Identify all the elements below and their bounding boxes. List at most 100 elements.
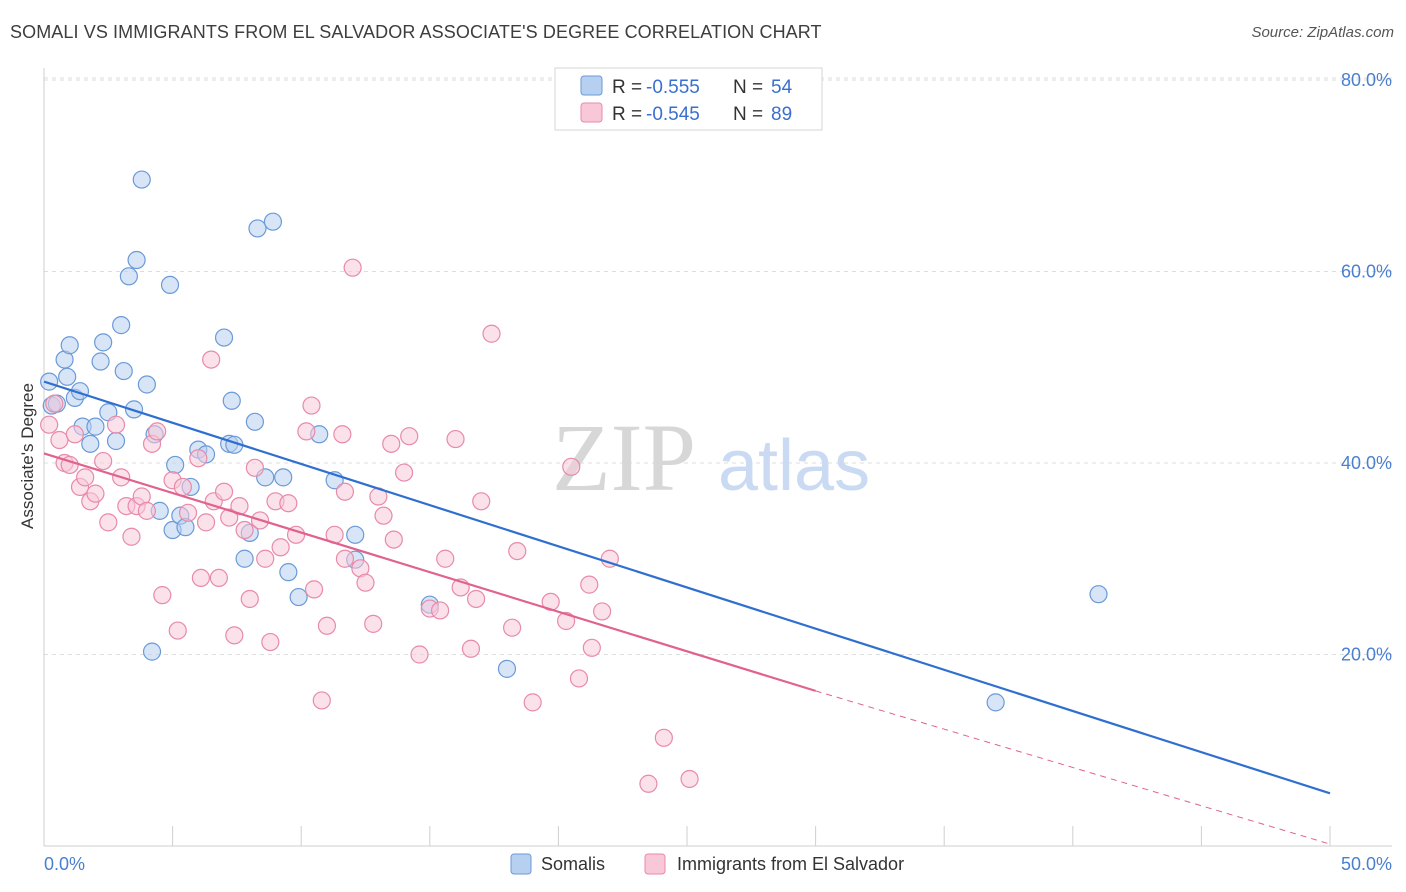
point-el-salvador bbox=[94, 451, 113, 471]
point-el-salvador bbox=[582, 638, 601, 657]
point-somalis bbox=[91, 352, 110, 371]
point-el-salvador bbox=[654, 728, 673, 747]
point-somalis bbox=[114, 361, 133, 381]
point-el-salvador bbox=[261, 632, 280, 652]
watermark-atlas: atlas bbox=[718, 426, 870, 506]
top-legend: R = -0.555 N = 54 R = -0.545 N = 89 bbox=[554, 67, 823, 131]
y-tick-label: 40.0% bbox=[1341, 453, 1392, 473]
point-somalis bbox=[60, 336, 79, 355]
trend-line-el-salvador bbox=[43, 452, 816, 692]
point-somalis bbox=[142, 642, 162, 661]
point-el-salvador bbox=[335, 482, 355, 501]
point-el-salvador bbox=[209, 568, 228, 588]
point-el-salvador bbox=[569, 669, 589, 688]
point-somalis bbox=[86, 417, 105, 436]
point-el-salvador bbox=[472, 492, 491, 511]
legend-r-label-2: R = bbox=[612, 104, 642, 125]
y-axis-tick-labels: 20.0% 40.0% 60.0% 80.0% bbox=[1341, 70, 1392, 665]
point-somalis bbox=[166, 455, 185, 475]
point-somalis bbox=[40, 372, 59, 391]
point-el-salvador bbox=[523, 693, 542, 712]
point-el-salvador bbox=[178, 503, 198, 522]
y-tick-label: 60.0% bbox=[1341, 262, 1392, 282]
y-tick-label: 20.0% bbox=[1341, 645, 1392, 665]
point-el-salvador bbox=[40, 415, 59, 434]
point-somalis bbox=[160, 275, 180, 295]
point-el-salvador bbox=[639, 774, 658, 793]
watermark-zip: ZIP bbox=[552, 404, 696, 511]
point-el-salvador bbox=[317, 616, 337, 635]
point-el-salvador bbox=[106, 415, 126, 434]
point-el-salvador bbox=[122, 527, 141, 546]
y-axis-label: Associate's Degree bbox=[18, 383, 37, 529]
bottom-legend-swatch-somalis bbox=[510, 853, 532, 875]
legend-r-value-1: -0.555 bbox=[646, 77, 700, 98]
point-el-salvador bbox=[86, 484, 105, 503]
point-somalis bbox=[119, 267, 138, 286]
point-el-salvador bbox=[297, 422, 316, 441]
legend-swatch-somalis bbox=[580, 75, 603, 96]
axes bbox=[43, 68, 1392, 847]
point-somalis bbox=[222, 391, 241, 410]
point-el-salvador bbox=[279, 494, 298, 513]
point-el-salvador bbox=[446, 429, 465, 449]
point-el-salvador bbox=[593, 602, 612, 621]
point-el-salvador bbox=[436, 549, 455, 568]
point-el-salvador bbox=[76, 468, 95, 487]
point-el-salvador bbox=[99, 513, 118, 532]
x-axis-tick-labels: 0.0% 50.0% bbox=[44, 854, 1392, 874]
grid-lines bbox=[44, 77, 1392, 655]
trend-line-somalis bbox=[43, 380, 1331, 795]
point-somalis bbox=[279, 563, 298, 582]
point-el-salvador bbox=[235, 520, 254, 540]
point-el-salvador bbox=[271, 538, 290, 557]
legend-swatch-el-salvador bbox=[580, 102, 603, 123]
watermark: ZIP atlas bbox=[552, 404, 870, 511]
point-somalis bbox=[132, 170, 151, 189]
point-el-salvador bbox=[335, 549, 355, 568]
point-el-salvador bbox=[333, 425, 352, 444]
trend-line-el-salvador-extension bbox=[815, 690, 1331, 845]
chart-title: SOMALI VS IMMIGRANTS FROM EL SALVADOR AS… bbox=[10, 22, 822, 42]
point-el-salvador bbox=[245, 458, 265, 477]
point-somalis bbox=[248, 219, 267, 238]
point-el-salvador bbox=[503, 618, 522, 637]
point-el-salvador bbox=[240, 589, 259, 609]
point-somalis bbox=[214, 328, 234, 347]
point-somalis bbox=[245, 412, 265, 431]
point-somalis bbox=[106, 431, 126, 451]
point-el-salvador bbox=[256, 549, 275, 568]
point-el-salvador bbox=[202, 350, 221, 369]
point-el-salvador bbox=[196, 513, 216, 532]
point-el-salvador bbox=[343, 258, 362, 277]
point-el-salvador bbox=[191, 568, 210, 588]
bottom-legend-somalis: Somalis bbox=[541, 854, 605, 874]
x-tick-label-min: 0.0% bbox=[44, 854, 85, 874]
point-el-salvador bbox=[374, 506, 393, 525]
point-el-salvador bbox=[304, 580, 324, 599]
legend-r-label-1: R = bbox=[612, 77, 642, 98]
bottom-legend-swatch-el-salvador bbox=[644, 853, 666, 875]
bottom-legend-el-salvador: Immigrants from El Salvador bbox=[677, 854, 904, 874]
legend-n-value-2: 89 bbox=[771, 104, 792, 125]
point-el-salvador bbox=[580, 575, 599, 594]
point-el-salvador bbox=[508, 541, 527, 561]
point-el-salvador bbox=[557, 611, 576, 631]
point-el-salvador bbox=[356, 573, 375, 592]
point-el-salvador bbox=[430, 601, 450, 620]
point-somalis bbox=[497, 659, 517, 678]
point-el-salvador bbox=[466, 589, 486, 609]
point-somalis bbox=[263, 212, 283, 231]
point-el-salvador bbox=[220, 508, 239, 527]
point-somalis bbox=[274, 468, 293, 487]
point-somalis bbox=[81, 434, 100, 453]
point-somalis bbox=[289, 587, 308, 607]
point-el-salvador bbox=[680, 769, 699, 789]
point-el-salvador bbox=[173, 477, 192, 497]
point-el-salvador bbox=[302, 396, 321, 415]
point-el-salvador bbox=[148, 422, 167, 441]
bottom-legend: Somalis Immigrants from El Salvador bbox=[510, 853, 904, 875]
point-somalis bbox=[137, 375, 156, 394]
point-el-salvador bbox=[153, 586, 172, 605]
